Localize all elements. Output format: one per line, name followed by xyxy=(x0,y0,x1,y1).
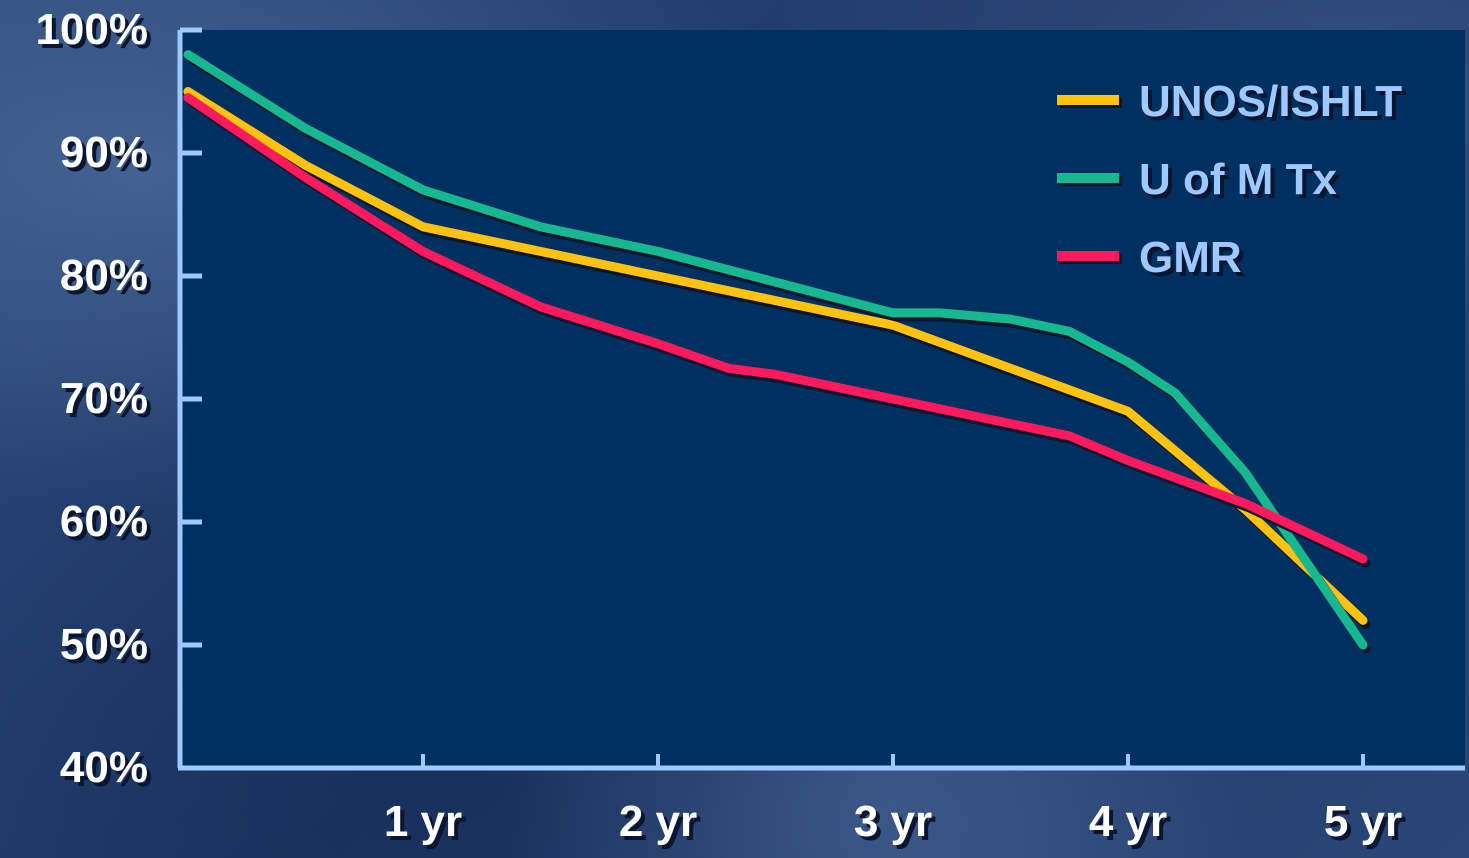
x-tick-label: 2 yr xyxy=(619,797,697,846)
x-tick-label-shadow: 1 yr xyxy=(388,801,466,850)
x-tick-label: 3 yr xyxy=(854,797,932,846)
y-tick-label: 80% xyxy=(60,251,148,300)
y-tick-label-shadow: 40% xyxy=(64,747,152,796)
legend-label-gmr: GMR xyxy=(1139,233,1242,282)
legend-label-shadow: U of M Tx xyxy=(1143,159,1342,208)
y-tick-label-shadow: 70% xyxy=(64,378,152,427)
y-tick-label-shadow: 80% xyxy=(64,255,152,304)
y-tick-label: 50% xyxy=(60,620,148,669)
plot-area xyxy=(180,30,1465,768)
y-tick-label: 100% xyxy=(35,5,148,54)
axes xyxy=(177,27,1465,771)
x-tick-label: 5 yr xyxy=(1324,797,1402,846)
series-line-u-of-m-tx xyxy=(183,50,1368,650)
x-tick-label-shadow: 3 yr xyxy=(858,801,936,850)
x-tick-label-shadow: 5 yr xyxy=(1328,801,1406,850)
y-tick-label-shadow: 100% xyxy=(39,9,152,58)
y-tick-label-shadow: 90% xyxy=(64,132,152,181)
legend-label-unos-ishlt: UNOS/ISHLT xyxy=(1139,77,1402,126)
y-tick-label-shadow: 50% xyxy=(64,624,152,673)
x-tick-label: 4 yr xyxy=(1089,797,1167,846)
legend-label-shadow: UNOS/ISHLT xyxy=(1143,81,1406,130)
y-tick-label: 60% xyxy=(60,497,148,546)
y-tick-label-shadow: 60% xyxy=(64,501,152,550)
x-tick-label: 1 yr xyxy=(384,797,462,846)
x-tick-labels: 1 yr1 yr 2 yr2 yr 3 yr3 yr 4 yr4 yr 5 yr5 yr xyxy=(384,797,1406,850)
y-tick-label: 90% xyxy=(60,128,148,177)
legend-label-u-of-m-tx: U of M Tx xyxy=(1139,155,1338,204)
series-line-gmr xyxy=(183,93,1368,564)
series-lines xyxy=(183,50,1371,654)
y-tick-label: 40% xyxy=(60,743,148,792)
series-line-unos-ishlt xyxy=(183,87,1368,625)
legend-label-shadow: GMR xyxy=(1143,237,1246,286)
y-tick-label: 70% xyxy=(60,374,148,423)
x-tick-label-shadow: 4 yr xyxy=(1093,801,1171,850)
x-tick-label-shadow: 2 yr xyxy=(623,801,701,850)
y-tick-labels: 40%40% 50%50% 60%60% 70%70% 80%80% 90%90% 100%… xyxy=(35,5,152,796)
